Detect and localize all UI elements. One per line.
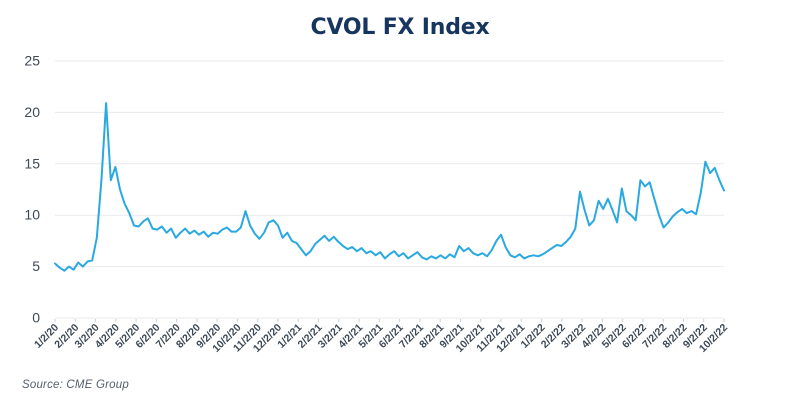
y-tick-label: 10 <box>24 207 40 223</box>
chart-title: CVOL FX Index <box>310 15 490 40</box>
y-tick-label: 0 <box>32 310 40 326</box>
gridlines <box>55 60 724 319</box>
y-tick-label: 15 <box>24 155 40 171</box>
y-tick-label: 20 <box>24 104 40 120</box>
source-note: Source: CME Group <box>22 379 129 391</box>
x-axis-labels: 1/2/202/2/203/2/204/2/205/2/206/2/207/2/… <box>32 322 730 355</box>
y-axis-labels: 0 5 10 15 20 25 <box>24 53 40 326</box>
y-tick-label: 25 <box>24 53 40 69</box>
series-line-cvol-fx-index <box>54 102 725 272</box>
y-tick-label: 5 <box>32 258 40 274</box>
x-axis-ticks <box>54 319 725 322</box>
